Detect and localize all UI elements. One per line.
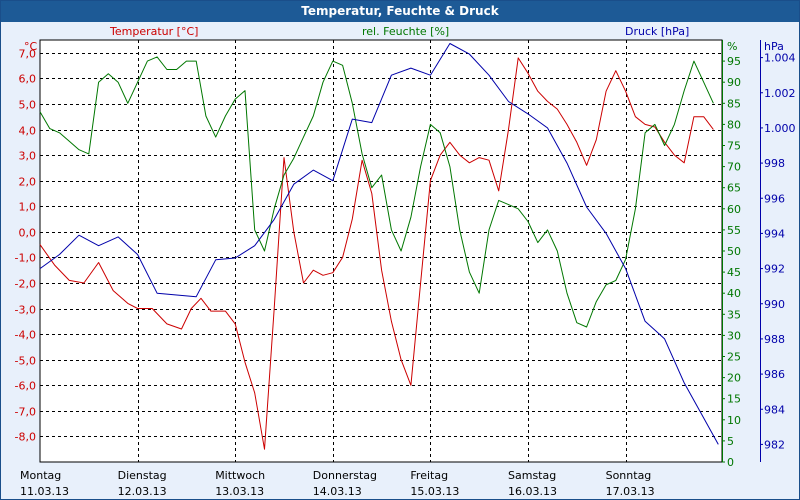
pressure-unit: hPa — [764, 40, 784, 53]
temperature-tick-label: -8,0 — [15, 431, 36, 444]
temperature-tick-label: 6,0 — [19, 73, 37, 86]
pressure-tick-label: 998 — [764, 157, 785, 170]
pressure-tick-label: 986 — [764, 368, 785, 381]
humidity-tick-label: 85 — [727, 97, 741, 110]
humidity-tick-label: 75 — [727, 140, 741, 153]
temperature-tick-label: 2,0 — [19, 176, 37, 189]
temperature-series-line — [39, 57, 714, 450]
humidity-tick-label: 70 — [727, 161, 741, 174]
x-date-label: 17.03.13 — [606, 485, 655, 498]
humidity-tick-label: 35 — [727, 308, 741, 321]
x-day-label: Samstag — [508, 469, 556, 482]
pressure-tick-label: 988 — [764, 333, 785, 346]
humidity-tick-label: 40 — [727, 287, 741, 300]
humidity-series-line — [39, 56, 714, 328]
x-date-label: 15.03.13 — [410, 485, 459, 498]
humidity-tick-label: 5 — [727, 435, 734, 448]
temperature-unit: °C — [24, 40, 38, 53]
humidity-tick-label: 30 — [727, 329, 741, 342]
pressure-tick-label: 994 — [764, 227, 785, 240]
pressure-tick-label: 1.000 — [764, 122, 796, 135]
x-day-label: Sonntag — [606, 469, 652, 482]
humidity-tick-label: 55 — [727, 224, 741, 237]
x-day-label: Mittwoch — [215, 469, 265, 482]
humidity-tick-label: 95 — [727, 55, 741, 68]
pressure-tick-label: 996 — [764, 192, 785, 205]
temperature-axis-label: Temperatur [°C] — [109, 25, 198, 38]
x-day-label: Donnerstag — [313, 469, 377, 482]
temperature-tick-label: 1,0 — [19, 201, 37, 214]
humidity-tick-label: 45 — [727, 266, 741, 279]
x-date-label: 16.03.13 — [508, 485, 557, 498]
temperature-tick-label: 4,0 — [19, 125, 37, 138]
x-day-label: Montag — [20, 469, 61, 482]
humidity-unit: % — [727, 40, 737, 53]
humidity-tick-label: 80 — [727, 118, 741, 131]
pressure-axis-label: Druck [hPa] — [625, 25, 689, 38]
humidity-tick-label: 60 — [727, 203, 741, 216]
humidity-tick-label: 65 — [727, 182, 741, 195]
humidity-tick-label: 25 — [727, 351, 741, 364]
temperature-tick-label: 3,0 — [19, 150, 37, 163]
humidity-tick-label: 90 — [727, 76, 741, 89]
pressure-tick-label: 984 — [764, 403, 785, 416]
humidity-tick-label: 0 — [727, 456, 734, 469]
humidity-tick-label: 50 — [727, 245, 741, 258]
chart-title: Temperatur, Feuchte & Druck — [1, 1, 799, 22]
temperature-tick-label: 5,0 — [19, 99, 37, 112]
temperature-tick-label: -2,0 — [15, 278, 36, 291]
humidity-tick-label: 15 — [727, 393, 741, 406]
pressure-tick-label: 1.004 — [764, 52, 796, 65]
pressure-series-line — [39, 43, 719, 445]
humidity-axis-label: rel. Feuchte [%] — [362, 25, 449, 38]
x-date-label: 13.03.13 — [215, 485, 264, 498]
pressure-tick-label: 1.002 — [764, 87, 796, 100]
pressure-tick-label: 990 — [764, 298, 785, 311]
humidity-tick-label: 20 — [727, 372, 741, 385]
temperature-tick-label: -4,0 — [15, 329, 36, 342]
temperature-tick-label: 7,0 — [19, 48, 37, 61]
x-date-label: 12.03.13 — [118, 485, 167, 498]
pressure-tick-label: 992 — [764, 263, 785, 276]
x-date-label: 14.03.13 — [313, 485, 362, 498]
humidity-tick-label: 10 — [727, 414, 741, 427]
x-day-label: Freitag — [410, 469, 448, 482]
pressure-tick-label: 982 — [764, 438, 785, 451]
temperature-tick-label: -3,0 — [15, 304, 36, 317]
temperature-tick-label: -7,0 — [15, 406, 36, 419]
x-day-label: Dienstag — [118, 469, 167, 482]
temperature-tick-label: -6,0 — [15, 380, 36, 393]
temperature-tick-label: -5,0 — [15, 355, 36, 368]
temperature-tick-label: -1,0 — [15, 252, 36, 265]
x-date-label: 11.03.13 — [20, 485, 69, 498]
temperature-tick-label: 0,0 — [19, 227, 37, 240]
plot-area — [39, 39, 723, 463]
